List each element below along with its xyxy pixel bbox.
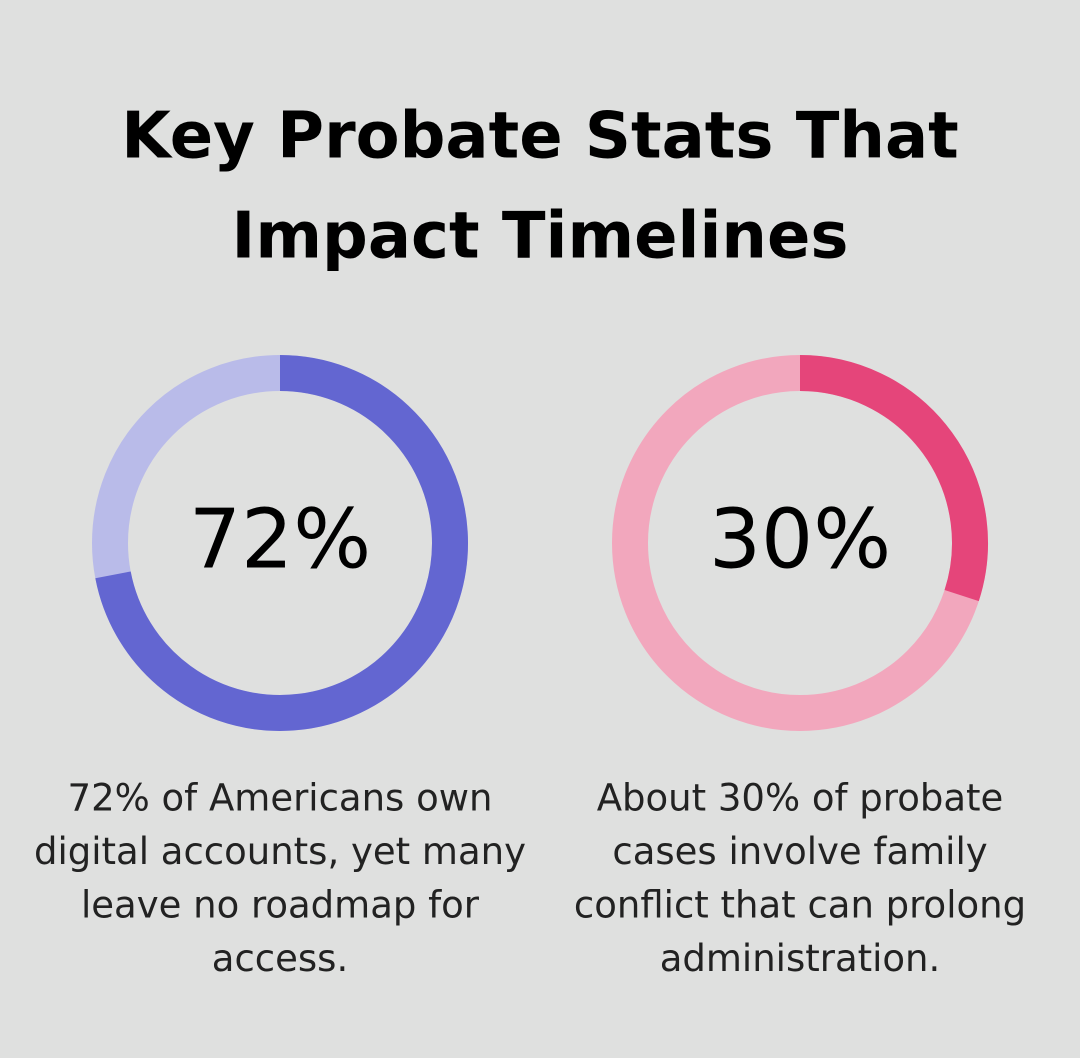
caption-line: conflict that can prolong [574,884,1026,927]
title-line: Impact Timelines [232,200,849,274]
donut-segment [95,355,468,731]
caption-line: access. [212,937,348,980]
caption-line: digital accounts, yet many [34,830,526,873]
title-line: Key Probate Stats That [121,100,958,174]
caption-line: About 30% of probate [597,777,1004,820]
caption-line: 72% of Americans own [68,777,493,820]
caption-line: cases involve family [612,830,987,873]
center-label: 30% [709,492,891,587]
caption-line: administration. [660,937,941,980]
donut-segment [799,355,988,602]
center-label: 72% [189,492,371,587]
caption-line: leave no roadmap for [81,884,480,927]
